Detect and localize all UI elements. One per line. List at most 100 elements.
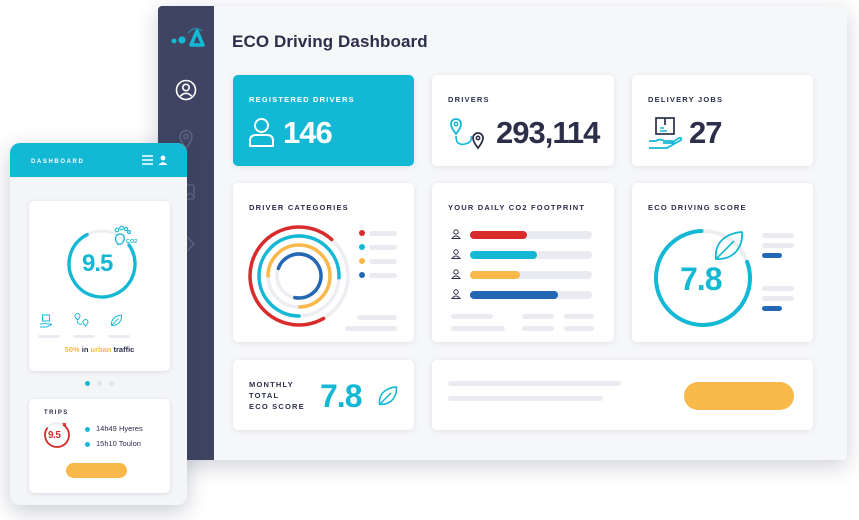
- monthly-label-line1: MONTHLY: [249, 380, 294, 389]
- eco-score-label: ECO DRIVING SCORE: [648, 203, 747, 212]
- mobile-phone: DASHBOARD 9.5 CO2: [10, 143, 187, 505]
- logo-icon: [171, 27, 205, 47]
- leaf-icon: [111, 314, 122, 326]
- monthly-label-line2: TOTAL: [249, 391, 280, 400]
- text-placeholder: [448, 396, 603, 401]
- text-placeholder: [38, 335, 60, 338]
- monthly-label: MONTHLY TOTAL ECO SCORE: [249, 379, 305, 412]
- legend-dot-orange: [359, 258, 365, 264]
- text-placeholder: [564, 314, 594, 319]
- dashboard-title: ECO Driving Dashboard: [232, 32, 428, 51]
- traffic-text: 50% in urban traffic: [29, 345, 170, 354]
- traffic-percent: 50%: [64, 345, 80, 354]
- pager-dot[interactable]: [97, 381, 102, 386]
- text-placeholder: [451, 326, 505, 331]
- person-icon: [451, 269, 461, 279]
- text-placeholder: [522, 314, 554, 319]
- mobile-score-value: 9.5: [82, 250, 113, 277]
- route-icon: [74, 313, 89, 327]
- text-placeholder: [357, 315, 397, 320]
- legend-dot-red: [359, 230, 365, 236]
- trips-action-button[interactable]: [66, 463, 127, 478]
- legend-placeholder: [369, 259, 397, 264]
- traffic-urban: urban: [90, 345, 112, 354]
- legend-placeholder: [369, 245, 397, 250]
- user-icon[interactable]: [158, 155, 168, 165]
- drivers-card[interactable]: DRIVERS 293,114: [432, 75, 614, 166]
- registered-drivers-card[interactable]: REGISTERED DRIVERS 146: [233, 75, 414, 166]
- delivery-jobs-value: 27: [689, 115, 722, 150]
- eco-score-card[interactable]: ECO DRIVING SCORE 7.8: [632, 183, 813, 342]
- traffic-in: in: [81, 345, 89, 354]
- text-placeholder: [448, 381, 621, 386]
- driver-categories-label: DRIVER CATEGORIES: [249, 203, 349, 212]
- route-icon: [450, 118, 484, 150]
- drivers-value: 293,114: [496, 115, 600, 150]
- menu-icon[interactable]: [142, 155, 153, 165]
- monthly-label-line3: ECO SCORE: [249, 402, 305, 411]
- action-button[interactable]: [684, 382, 794, 410]
- eco-score-value: 7.8: [680, 261, 722, 297]
- trip-item-1[interactable]: 14h49 Hyeres: [96, 424, 143, 433]
- monthly-eco-score-card[interactable]: MONTHLY TOTAL ECO SCORE 7.8: [233, 360, 414, 430]
- text-placeholder: [762, 286, 794, 291]
- legend-dot-blue: [359, 272, 365, 278]
- person-icon: [451, 249, 461, 259]
- trip-item-2[interactable]: 15h10 Toulon: [96, 439, 141, 448]
- location-pin-icon[interactable]: [174, 127, 198, 151]
- user-icon: [249, 118, 274, 147]
- text-placeholder: [451, 314, 493, 319]
- co2-bar: [470, 291, 558, 299]
- legend-placeholder: [369, 231, 397, 236]
- trips-label: TRIPS: [44, 410, 69, 416]
- trip-score-badge: 9.5: [48, 430, 61, 441]
- co2-bar: [470, 231, 527, 239]
- pager-dot[interactable]: [109, 381, 114, 386]
- co2-label: CO2: [126, 239, 138, 245]
- text-placeholder: [345, 326, 397, 331]
- person-icon: [451, 229, 461, 239]
- score-indicator-blue: [762, 253, 782, 258]
- traffic-word: traffic: [113, 345, 135, 354]
- delivery-icon: [40, 314, 53, 328]
- mobile-score-ring: [67, 229, 137, 299]
- text-placeholder: [73, 335, 95, 338]
- driver-categories-card[interactable]: DRIVER CATEGORIES: [233, 183, 414, 342]
- text-placeholder: [564, 326, 594, 331]
- mobile-score-card[interactable]: 9.5 CO2: [29, 201, 170, 371]
- trip-dot: [85, 442, 90, 447]
- text-placeholder: [108, 335, 130, 338]
- leaf-icon: [378, 386, 398, 406]
- leaf-icon: [715, 231, 743, 260]
- delivery-jobs-card[interactable]: DELIVERY JOBS 27: [632, 75, 813, 166]
- co2-bar: [470, 251, 537, 259]
- monthly-score-value: 7.8: [320, 378, 362, 414]
- person-icon: [451, 289, 461, 299]
- pager-dot-active[interactable]: [85, 381, 90, 386]
- co2-bar: [470, 271, 520, 279]
- eco-score-ring: [654, 229, 752, 327]
- trips-card[interactable]: TRIPS 9.5 14h49 Hyeres 15h10 Toulon: [29, 399, 170, 493]
- text-placeholder: [762, 296, 794, 301]
- registered-drivers-value: 146: [283, 115, 333, 150]
- text-placeholder: [762, 243, 794, 248]
- legend-placeholder: [369, 273, 397, 278]
- desktop-window: ECO Driving Dashboard REGISTERED DRIVERS…: [158, 6, 847, 460]
- action-card[interactable]: [432, 360, 813, 430]
- legend-dot-cyan: [359, 244, 365, 250]
- user-profile-icon[interactable]: [174, 78, 198, 102]
- trip-score-badge-ring: [44, 422, 70, 448]
- trip-dot: [85, 427, 90, 432]
- mobile-header: DASHBOARD: [10, 143, 187, 177]
- text-placeholder: [762, 233, 794, 238]
- co2-footprint-label: YOUR DAILY CO2 FOOTPRINT: [448, 203, 586, 212]
- co2-bar-track: [470, 271, 592, 279]
- delivery-jobs-label: DELIVERY JOBS: [648, 95, 724, 104]
- categories-ring-chart: [248, 225, 350, 327]
- footprint-icon: [114, 225, 131, 245]
- co2-bar-track: [470, 231, 592, 239]
- score-indicator-blue: [762, 306, 782, 311]
- co2-footprint-card[interactable]: YOUR DAILY CO2 FOOTPRINT: [432, 183, 614, 342]
- registered-drivers-label: REGISTERED DRIVERS: [249, 95, 355, 104]
